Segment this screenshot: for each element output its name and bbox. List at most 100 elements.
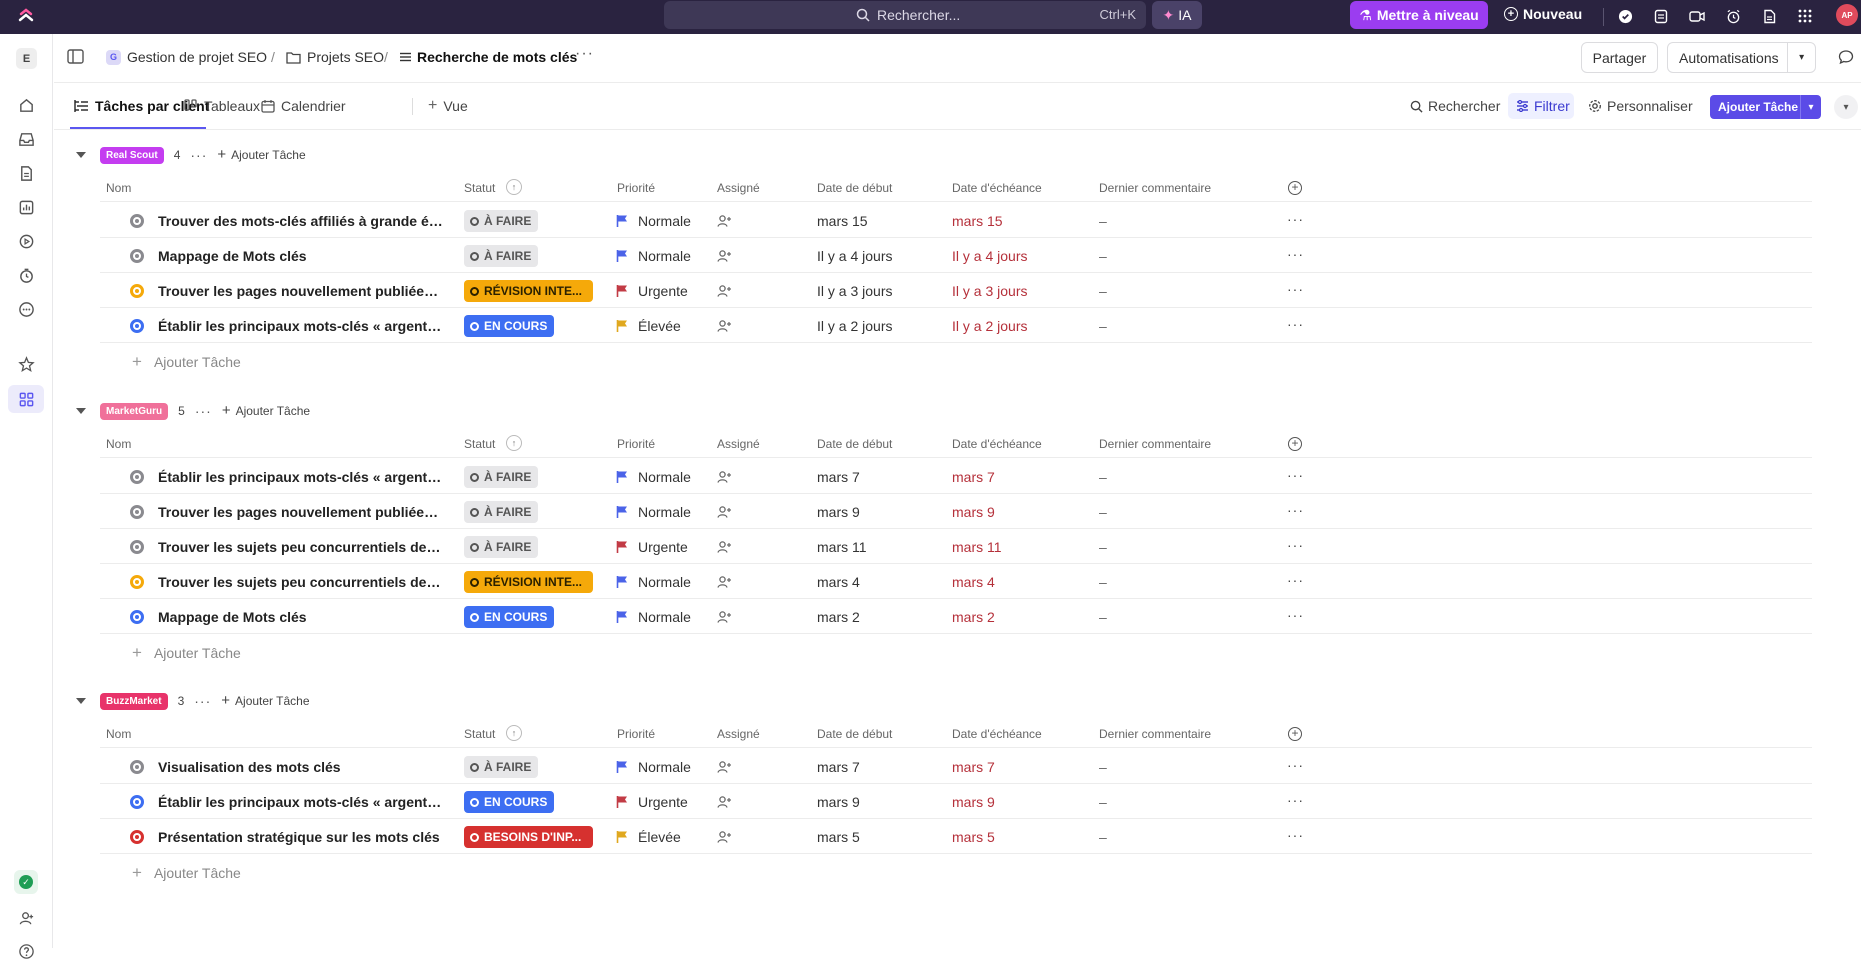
inbox-icon[interactable] (14, 127, 38, 151)
status-circle-icon[interactable] (130, 575, 144, 589)
notepad-icon[interactable] (1652, 7, 1670, 25)
column-last-comment[interactable]: Dernier commentaire (1099, 181, 1212, 195)
start-date[interactable]: Il y a 2 jours (817, 318, 893, 334)
status-circle-icon[interactable] (130, 319, 144, 333)
due-date[interactable]: mars 9 (952, 794, 995, 810)
start-date[interactable]: mars 5 (817, 829, 860, 845)
column-status[interactable]: Statut (464, 727, 496, 741)
task-name[interactable]: Visualisation des mots clés (158, 759, 341, 775)
app-logo-icon[interactable] (17, 8, 35, 26)
timesheets-icon[interactable] (14, 263, 38, 287)
row-more-icon[interactable]: ··· (1287, 607, 1304, 623)
help-icon[interactable] (14, 939, 38, 963)
status-circle-icon[interactable] (130, 540, 144, 554)
add-user-icon[interactable] (14, 906, 38, 930)
column-assignee[interactable]: Assigné (717, 437, 760, 451)
status-circle-icon[interactable] (130, 505, 144, 519)
column-last-comment[interactable]: Dernier commentaire (1099, 727, 1212, 741)
column-name[interactable]: Nom (106, 727, 132, 741)
task-name[interactable]: Trouver les sujets peu concurrentiels de… (158, 574, 443, 590)
priority-flag-icon[interactable] (616, 540, 628, 553)
priority-flag-icon[interactable] (616, 319, 628, 332)
search-tasks-button[interactable]: Rechercher (1410, 98, 1500, 114)
table-row[interactable]: Visualisation des mots clés À FAIRE Normal… (100, 749, 1812, 784)
task-name[interactable]: Établir les principaux mots-clés « argen… (158, 794, 443, 810)
add-column-icon[interactable]: + (1288, 181, 1302, 195)
group-badge[interactable]: MarketGuru (100, 402, 169, 420)
group-add-task-button[interactable]: + Ajouter Tâche (222, 403, 310, 418)
status-pill[interactable]: RÉVISION INTE... (464, 280, 593, 302)
priority-label[interactable]: Normale (638, 469, 691, 485)
due-date[interactable]: Il y a 4 jours (952, 248, 1028, 264)
row-more-icon[interactable]: ··· (1287, 502, 1304, 518)
column-priority[interactable]: Priorité (617, 437, 656, 451)
add-assignee-icon[interactable] (716, 283, 732, 299)
automations-button[interactable]: Automatisations ▾ (1667, 42, 1816, 73)
table-row[interactable]: Mappage de Mots clés À FAIRE Normale Il y a… (100, 238, 1812, 273)
start-date[interactable]: Il y a 4 jours (817, 248, 893, 264)
more-circle-icon[interactable] (14, 297, 38, 321)
group-add-task-button[interactable]: + Ajouter Tâche (221, 693, 309, 708)
due-date[interactable]: mars 7 (952, 469, 995, 485)
sort-arrow-icon[interactable]: ↑ (506, 725, 522, 741)
priority-label[interactable]: Normale (638, 609, 691, 625)
priority-flag-icon[interactable] (616, 610, 628, 623)
add-assignee-icon[interactable] (716, 213, 732, 229)
start-date[interactable]: mars 11 (817, 539, 867, 555)
priority-flag-icon[interactable] (616, 795, 628, 808)
priority-flag-icon[interactable] (616, 214, 628, 227)
table-row[interactable]: Trouver les sujets peu concurrentiels de… (100, 564, 1812, 599)
group-more-icon[interactable]: ··· (194, 693, 212, 709)
chevron-down-icon[interactable]: ▾ (1800, 95, 1821, 119)
favorites-star-icon[interactable] (14, 352, 38, 376)
column-priority[interactable]: Priorité (617, 727, 656, 741)
status-circle-icon[interactable] (130, 610, 144, 624)
add-task-button[interactable]: Ajouter Tâche ▾ (1710, 95, 1821, 119)
priority-flag-icon[interactable] (616, 249, 628, 262)
sort-arrow-icon[interactable]: ↑ (506, 179, 522, 195)
new-button[interactable]: + Nouveau (1504, 6, 1582, 22)
table-row[interactable]: Présentation stratégique sur les mots cl… (100, 819, 1812, 854)
breadcrumb-list[interactable]: Recherche de mots clés (400, 49, 577, 65)
status-pill[interactable]: À FAIRE (464, 756, 539, 778)
column-due-date[interactable]: Date d'échéance (952, 181, 1042, 195)
apps-grid-icon[interactable] (1796, 7, 1814, 25)
row-more-icon[interactable]: ··· (1287, 537, 1304, 553)
priority-label[interactable]: Normale (638, 248, 691, 264)
sidebar-toggle-icon[interactable] (67, 49, 84, 69)
table-row[interactable]: Trouver les pages nouvellement publiées … (100, 494, 1812, 529)
home-icon[interactable] (14, 93, 38, 117)
chat-icon[interactable] (1838, 49, 1854, 70)
add-assignee-icon[interactable] (716, 248, 732, 264)
check-circle-icon[interactable] (1616, 7, 1634, 25)
ai-button[interactable]: ✦ IA (1152, 1, 1202, 29)
group-badge[interactable]: Real Scout (100, 146, 164, 164)
add-task-row[interactable]: + Ajouter Tâche (132, 352, 241, 372)
due-date[interactable]: mars 4 (952, 574, 995, 590)
add-task-row[interactable]: + Ajouter Tâche (132, 643, 241, 663)
status-circle-icon[interactable] (130, 284, 144, 298)
column-name[interactable]: Nom (106, 437, 132, 451)
status-pill[interactable]: BESOINS D'INP... (464, 826, 593, 848)
dashboards-icon[interactable] (14, 195, 38, 219)
status-circle-icon[interactable] (130, 249, 144, 263)
priority-label[interactable]: Normale (638, 759, 691, 775)
column-assignee[interactable]: Assigné (717, 181, 760, 195)
clips-icon[interactable] (14, 229, 38, 253)
add-assignee-icon[interactable] (716, 609, 732, 625)
status-circle-icon[interactable] (130, 795, 144, 809)
due-date[interactable]: mars 15 (952, 213, 1003, 229)
column-start-date[interactable]: Date de début (817, 727, 893, 741)
breadcrumb-folder[interactable]: Projets SEO (286, 49, 384, 65)
add-assignee-icon[interactable] (716, 504, 732, 520)
start-date[interactable]: mars 7 (817, 759, 860, 775)
column-status[interactable]: Statut (464, 181, 496, 195)
docs-icon[interactable] (14, 161, 38, 185)
share-button[interactable]: Partager (1581, 42, 1658, 73)
video-icon[interactable] (1688, 7, 1706, 25)
row-more-icon[interactable]: ··· (1287, 211, 1304, 227)
add-task-row[interactable]: + Ajouter Tâche (132, 863, 241, 883)
row-more-icon[interactable]: ··· (1287, 792, 1304, 808)
row-more-icon[interactable]: ··· (1287, 316, 1304, 332)
row-more-icon[interactable]: ··· (1287, 467, 1304, 483)
